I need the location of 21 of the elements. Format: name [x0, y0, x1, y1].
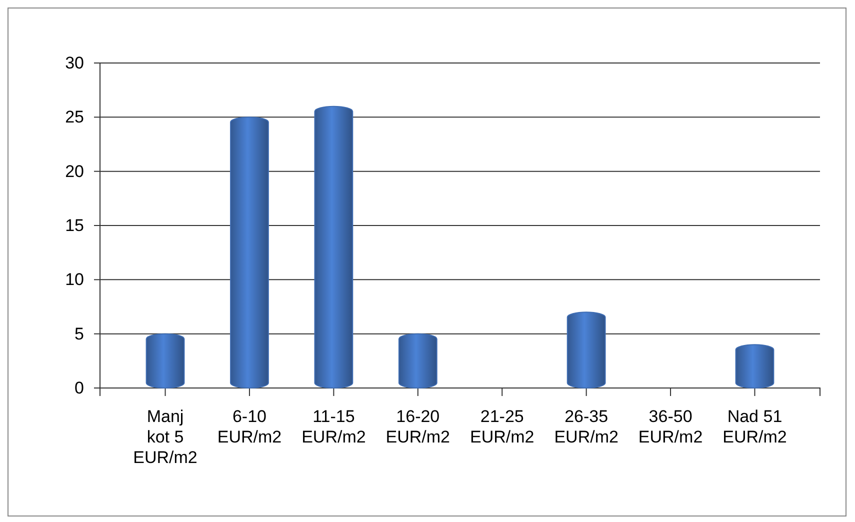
x-tick-label: Nad 51 EUR/m2 — [722, 407, 787, 446]
bar — [566, 312, 606, 388]
x-tick-label: 21-25 EUR/m2 — [470, 407, 534, 446]
x-tick-label: 6-10 EUR/m2 — [217, 407, 282, 446]
x-tick-label: 26-35 EUR/m2 — [554, 407, 618, 446]
x-tick-label: Manj kot 5 EUR/m2 — [133, 407, 198, 467]
bar — [230, 116, 269, 388]
x-tick-label: 16-20 EUR/m2 — [386, 407, 450, 446]
y-tick-label: 30 — [65, 53, 84, 72]
bar — [146, 333, 185, 388]
bar — [735, 344, 774, 388]
y-tick-label: 20 — [65, 162, 84, 181]
y-tick-label: 0 — [74, 378, 84, 398]
y-tick-label: 5 — [74, 324, 84, 344]
y-tick-label: 15 — [65, 216, 84, 235]
x-tick-label: 36-50 EUR/m2 — [638, 407, 703, 446]
x-tick-label: 11-15 EUR/m2 — [302, 407, 366, 446]
bar — [398, 333, 438, 388]
y-tick-label: 10 — [65, 270, 84, 290]
bar — [314, 106, 354, 388]
y-tick-label: 25 — [65, 108, 84, 127]
